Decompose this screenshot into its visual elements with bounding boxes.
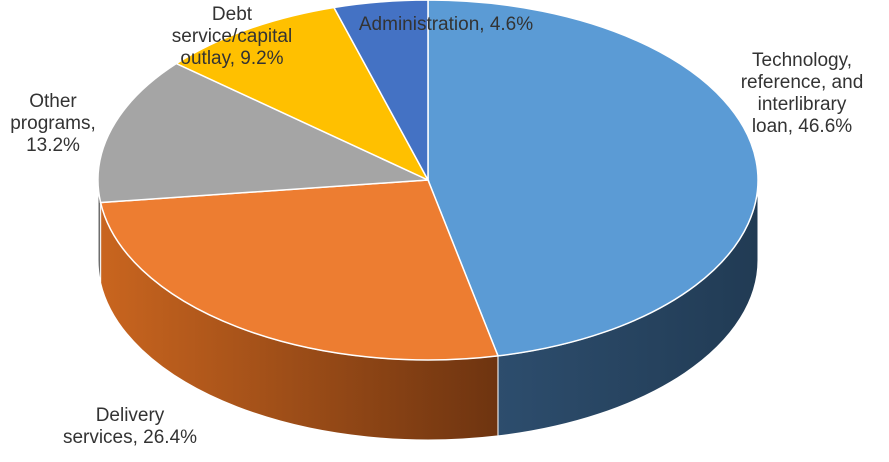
slice-label-line: loan, 46.6% <box>752 116 852 137</box>
slice-3 <box>174 6 430 182</box>
slice-label-line: outlay, 9.2% <box>180 48 283 69</box>
pie-top-layer <box>97 0 759 361</box>
slice-label-0: Technology, reference, and interlibrary loa… <box>741 50 864 137</box>
slice-label-line: service/capital <box>172 26 292 47</box>
slice-4 <box>332 0 429 181</box>
slice-label-line: 13.2% <box>26 135 80 156</box>
slice-2 <box>97 62 429 204</box>
slice-label-4: Administration, 4.6% <box>359 14 533 35</box>
slice-label-line: Technology, <box>752 50 852 71</box>
slice-label-1: Delivery services, 26.4% <box>63 405 197 448</box>
slice-1 <box>99 179 500 361</box>
slice-label-line: services, 26.4% <box>63 427 197 448</box>
slice-label-line: Other <box>29 91 77 112</box>
slice-label-line: Debt <box>212 4 253 25</box>
slice-0 <box>427 0 759 357</box>
slice-label-line: Delivery <box>96 405 165 426</box>
slice-label-line: reference, and <box>741 72 864 93</box>
slice-label-2: Other programs, 13.2% <box>10 91 96 156</box>
slice-label-line: Administration, 4.6% <box>359 14 533 35</box>
slice-label-line: programs, <box>10 113 96 134</box>
label-layer: Technology, reference, and interlibrary loa… <box>10 4 863 448</box>
slice-label-3: Debt service/capital outlay, 9.2% <box>172 4 292 69</box>
slice-label-line: interlibrary <box>758 94 847 115</box>
